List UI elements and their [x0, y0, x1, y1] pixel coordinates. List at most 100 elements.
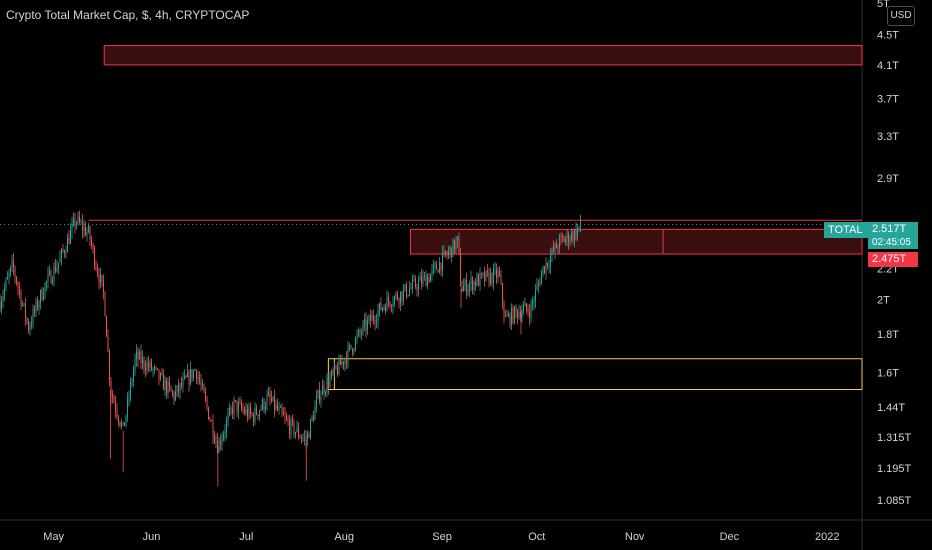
candle-body — [41, 290, 43, 300]
candle-body — [263, 399, 265, 410]
candle-body — [101, 274, 103, 281]
candle-body — [563, 237, 565, 243]
candle-body — [304, 437, 305, 438]
candle-body — [353, 349, 355, 353]
candle-body — [76, 222, 77, 227]
candle-body — [320, 394, 322, 401]
candle-body — [295, 431, 296, 435]
y-tick-label: 3.3T — [877, 131, 899, 143]
candle-body — [206, 398, 208, 408]
candle-body — [121, 422, 122, 426]
currency-button[interactable]: USD — [887, 6, 915, 26]
y-tick-label: 1.195T — [877, 463, 912, 475]
candle-body — [352, 348, 353, 353]
candle-body — [193, 370, 194, 379]
candle-body — [205, 392, 206, 399]
candle-body — [454, 239, 455, 251]
candle-body — [44, 283, 46, 296]
symbol-tag-bg — [824, 222, 868, 238]
candle-body — [130, 382, 131, 398]
candle-body — [302, 437, 304, 439]
candle-body — [496, 268, 497, 279]
candle-body — [22, 303, 23, 306]
candle-body — [262, 399, 263, 409]
candle-body — [305, 437, 307, 442]
candle-body — [392, 303, 394, 307]
candle-body — [187, 371, 188, 378]
candle-body — [253, 414, 254, 422]
candle-body — [308, 433, 310, 438]
candle-body — [91, 240, 92, 246]
candle-body — [257, 414, 259, 416]
candle-body — [173, 392, 175, 400]
candle-body — [365, 319, 367, 330]
candle-body — [107, 336, 109, 351]
resistance-zone — [409, 228, 863, 255]
candle-body — [164, 380, 166, 390]
candle-body — [554, 243, 556, 252]
x-tick-label: Nov — [625, 531, 645, 543]
candle-body — [77, 216, 79, 223]
candle-body — [182, 378, 184, 387]
candle-body — [332, 370, 334, 372]
candle-body — [521, 311, 523, 318]
candle-body — [526, 303, 527, 310]
candle-body — [119, 421, 121, 426]
candle-body — [503, 302, 505, 317]
candle-body — [461, 285, 463, 292]
candle-body — [500, 275, 502, 284]
candle-body — [37, 300, 38, 309]
candle-body — [28, 321, 29, 331]
candle-body — [356, 334, 358, 339]
candle-body — [178, 385, 179, 392]
candle-body — [317, 389, 319, 398]
candle-body — [419, 276, 421, 281]
candle-body — [301, 437, 302, 439]
candle-body — [158, 369, 160, 380]
candle-body — [94, 247, 95, 266]
level-price-tag: 2.475T — [872, 253, 907, 265]
symbol-label-tag: TOTAL — [828, 224, 863, 236]
candle-body — [476, 275, 478, 286]
candle-body — [427, 277, 428, 287]
y-tick-label: 1.44T — [877, 402, 905, 414]
candle-body — [512, 308, 514, 323]
candle-body — [362, 323, 364, 333]
candle-body — [212, 421, 214, 438]
candle-body — [23, 303, 25, 305]
candle-body — [64, 251, 65, 254]
candle-body — [449, 247, 451, 252]
candle-body — [134, 358, 136, 371]
candle-body — [494, 268, 496, 270]
candle-body — [224, 431, 226, 435]
candle-body — [469, 284, 470, 290]
candle-body — [389, 302, 391, 307]
candle-body — [236, 400, 238, 412]
candle-body — [428, 277, 430, 283]
candle-body — [29, 325, 31, 331]
candle-body — [179, 383, 181, 392]
candle-body — [118, 416, 119, 422]
candle-body — [556, 243, 557, 249]
candle-body — [395, 293, 397, 297]
candle-body — [397, 293, 398, 300]
candle-body — [128, 397, 130, 399]
candle-body — [97, 268, 98, 275]
candle-body — [281, 407, 283, 413]
candle-body — [199, 376, 200, 382]
candle-body — [176, 385, 178, 392]
upper-supply-zone — [103, 45, 863, 66]
support-zone — [327, 358, 863, 391]
candle-body — [400, 291, 401, 304]
candle-body — [293, 421, 295, 435]
candle-body — [19, 287, 20, 292]
candle-body — [127, 398, 128, 416]
candle-body — [467, 289, 469, 294]
candle-body — [431, 268, 433, 275]
candle-body — [125, 415, 127, 426]
candle-body — [68, 237, 70, 244]
candle-body — [194, 369, 196, 371]
candle-body — [67, 237, 68, 253]
candle-body — [511, 308, 512, 325]
